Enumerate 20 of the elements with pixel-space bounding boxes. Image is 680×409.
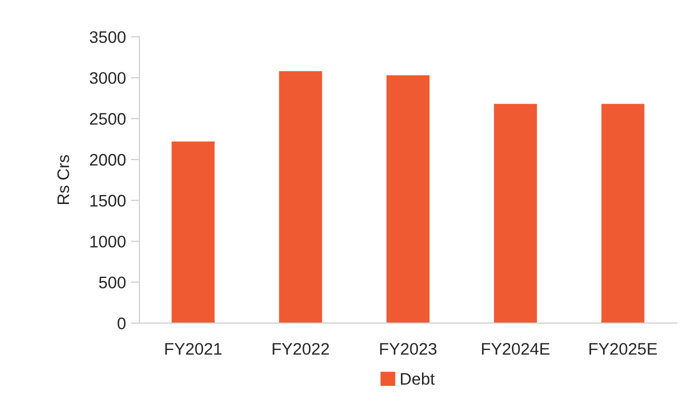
bar <box>172 142 215 324</box>
x-tick-label: FY2025E <box>590 342 657 355</box>
x-tick-label: FY2022 <box>272 342 329 355</box>
y-tick-label: 3500 <box>90 31 126 44</box>
y-tick-label: 2500 <box>90 113 126 125</box>
bar <box>279 71 322 324</box>
bar <box>386 75 430 324</box>
x-tick-label: FY2024E <box>482 342 550 355</box>
y-tick-label: 3000 <box>90 72 126 84</box>
y-tick-label: 500 <box>99 276 126 288</box>
x-tick-label: FY2021 <box>165 342 222 355</box>
x-tick-label: FY2023 <box>380 342 436 355</box>
y-axis-title: Rs Crs <box>57 155 70 204</box>
y-tick-label: 1500 <box>90 194 126 207</box>
y-tick-label: 1000 <box>90 236 126 248</box>
y-tick-label: 0 <box>118 318 126 330</box>
legend-label: Debt <box>400 372 435 385</box>
y-tick-label: 2000 <box>90 154 126 166</box>
bar <box>494 104 537 324</box>
bar <box>601 104 644 324</box>
